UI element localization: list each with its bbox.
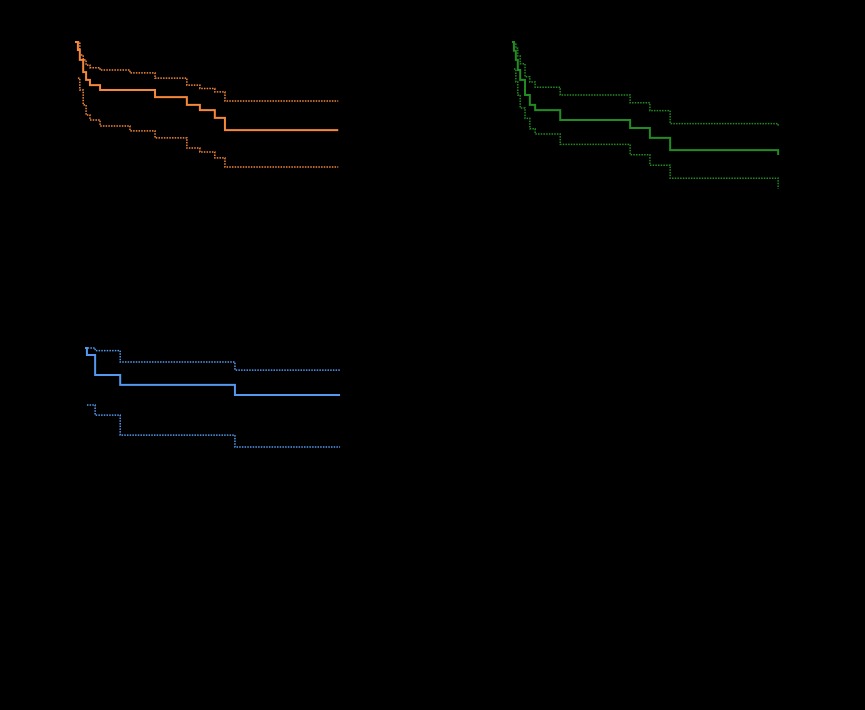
confidence-line	[86, 404, 341, 448]
confidence-line	[77, 77, 339, 168]
confidence-line	[513, 68, 779, 189]
panel	[85, 347, 341, 448]
confidence-line	[85, 347, 341, 371]
panel	[75, 40, 339, 168]
survival-line	[512, 40, 780, 156]
confidence-line	[512, 41, 779, 127]
panel	[512, 40, 780, 189]
survival-line	[85, 347, 341, 397]
survival-line	[75, 40, 339, 132]
confidence-line	[75, 41, 339, 102]
